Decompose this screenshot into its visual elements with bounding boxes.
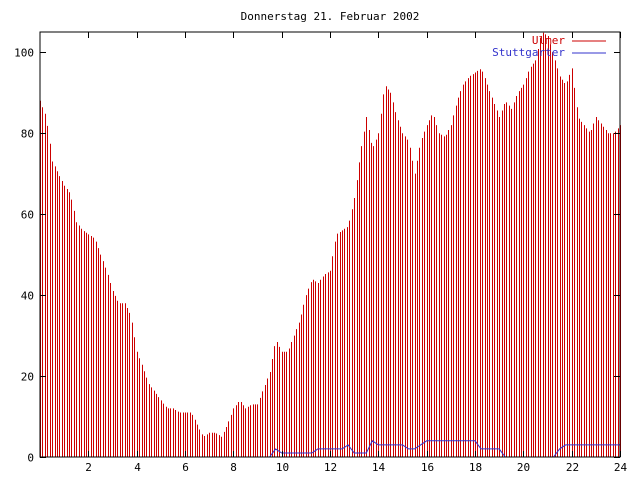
y-tick-label: 20 (21, 371, 34, 384)
x-tick-label: 14 (372, 461, 386, 474)
x-tick-label: 12 (324, 461, 337, 474)
x-tick-label: 18 (469, 461, 482, 474)
x-tick-label: 10 (276, 461, 289, 474)
legend-label-ulmer: Ulmer (532, 34, 565, 47)
y-tick-label: 80 (21, 128, 34, 141)
x-tick-label: 8 (230, 461, 237, 474)
y-tick-label: 60 (21, 209, 34, 222)
legend: Ulmer Stuttgarter (492, 34, 606, 59)
y-tick-label: 100 (14, 47, 34, 60)
y-tick-label: 40 (21, 290, 34, 303)
chart-title: Donnerstag 21. Februar 2002 (241, 10, 420, 23)
x-tick-label: 2 (85, 461, 92, 474)
x-tick-label: 20 (517, 461, 530, 474)
x-tick-label: 6 (182, 461, 189, 474)
x-tick-label: 4 (134, 461, 141, 474)
x-tick-label: 24 (614, 461, 628, 474)
y-axis: 0 20 40 60 80 100 (14, 47, 620, 465)
x-tick-label: 16 (421, 461, 434, 474)
legend-label-stuttgarter: Stuttgarter (492, 46, 565, 59)
series-ulmer-impulses (40, 32, 621, 457)
y-tick-label: 0 (27, 452, 34, 465)
x-axis: 2 4 6 8 10 12 14 16 18 20 22 24 (85, 32, 627, 474)
x-tick-label: 22 (566, 461, 579, 474)
